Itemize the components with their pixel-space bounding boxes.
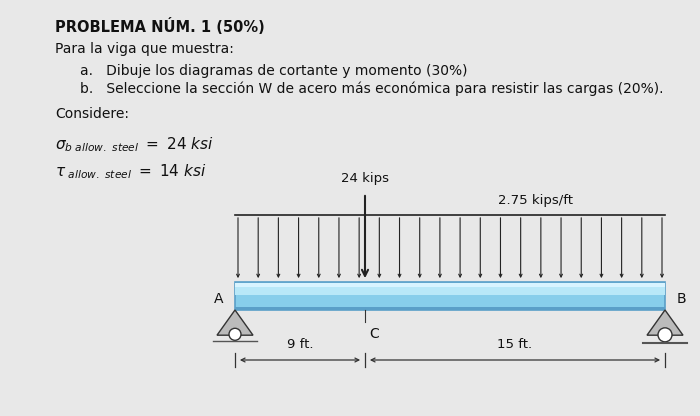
Text: 24 kips: 24 kips [341,172,389,185]
Polygon shape [647,310,683,335]
Bar [235,283,665,287]
Circle shape [658,328,672,342]
Bar [235,286,665,295]
Text: 2.75 kips/ft: 2.75 kips/ft [498,194,573,207]
Bar [235,307,665,310]
Text: a.   Dibuje los diagramas de cortante y momento (30%): a. Dibuje los diagramas de cortante y mo… [80,64,468,78]
Text: Considere:: Considere: [55,107,129,121]
Circle shape [229,328,241,340]
Text: C: C [369,327,379,341]
Text: 9 ft.: 9 ft. [287,338,314,351]
Bar [235,282,665,310]
Text: Para la viga que muestra:: Para la viga que muestra: [55,42,234,56]
Text: PROBLEMA NÚM. 1 (50%): PROBLEMA NÚM. 1 (50%) [55,18,265,35]
Text: $\tau_{\ allow.\ steel}\ =\ 14\ ksi$: $\tau_{\ allow.\ steel}\ =\ 14\ ksi$ [55,162,206,181]
Text: 15 ft.: 15 ft. [498,338,533,351]
Text: B: B [676,292,686,306]
Text: b.   Seleccione la sección W de acero más económica para resistir las cargas (20: b. Seleccione la sección W de acero más … [80,82,664,97]
Text: $\sigma_{b\ allow.\ steel}\ =\ 24\ ksi$: $\sigma_{b\ allow.\ steel}\ =\ 24\ ksi$ [55,135,214,154]
Polygon shape [217,310,253,335]
Text: A: A [214,292,224,306]
